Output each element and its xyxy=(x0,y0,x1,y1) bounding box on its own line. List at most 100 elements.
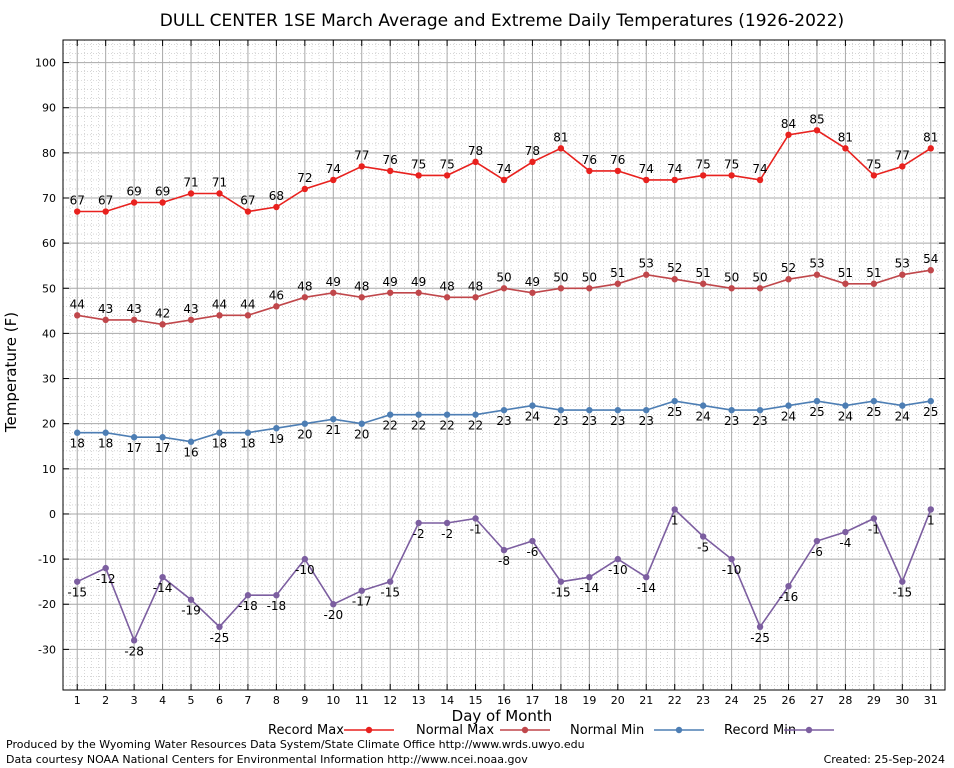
normal-max-point xyxy=(671,276,678,283)
record-max-data-label: 84 xyxy=(781,117,796,131)
record-min-point xyxy=(756,623,764,631)
record-max-point xyxy=(785,131,792,138)
normal-max-point xyxy=(301,294,309,301)
legend-label-normal-min: Normal Min xyxy=(570,723,644,738)
normal-min-data-label: 22 xyxy=(468,419,483,433)
x-tick-label: 23 xyxy=(696,694,710,707)
record-min-point xyxy=(529,537,536,545)
normal-min-data-label: 24 xyxy=(696,410,711,424)
normal-max-point xyxy=(358,294,365,301)
normal-min-point xyxy=(102,429,109,436)
record-max-point xyxy=(130,199,138,206)
normal-max-point xyxy=(216,312,223,319)
normal-min-data-label: 17 xyxy=(126,441,141,455)
record-max-data-label: 75 xyxy=(696,157,711,171)
normal-min-point xyxy=(244,429,252,436)
record-min-data-label: -17 xyxy=(352,595,372,609)
normal-min-point xyxy=(870,397,878,405)
record-min-data-label: 1 xyxy=(927,513,935,527)
grid-lines xyxy=(63,40,945,690)
data-labels: 67 67 69 69 71 71 67 68 72 74 77 76 75 75 78 74 78 81 76 76… xyxy=(67,112,938,658)
record-min-point xyxy=(301,555,309,563)
record-min-data-label: 1 xyxy=(671,513,679,527)
record-max-point xyxy=(386,167,394,175)
record-max-point xyxy=(74,208,81,215)
x-tick-label: 15 xyxy=(469,694,483,707)
normal-max-data-label: 48 xyxy=(468,279,483,293)
normal-min-data-label: 18 xyxy=(240,437,255,451)
record-max-data-label: 85 xyxy=(809,112,824,126)
record-max-data-label: 74 xyxy=(639,162,654,176)
normal-min-data-label: 24 xyxy=(781,410,796,424)
record-max-point xyxy=(813,127,821,134)
normal-max-data-label: 43 xyxy=(98,302,113,316)
x-tick-label: 10 xyxy=(326,694,340,707)
record-min-data-label: -8 xyxy=(498,554,510,568)
record-max-data-label: 67 xyxy=(70,194,85,208)
y-tick-label: 50 xyxy=(42,282,56,295)
record-min-data-label: -14 xyxy=(580,581,600,595)
normal-min-point xyxy=(614,406,622,414)
normal-max-point xyxy=(244,312,252,319)
normal-max-point xyxy=(273,303,280,310)
record-max-point xyxy=(671,176,678,184)
x-tick-label: 3 xyxy=(131,694,138,707)
y-tick-label: 80 xyxy=(42,147,56,160)
record-min-data-label: -5 xyxy=(697,541,709,555)
record-max-data-label: 75 xyxy=(866,157,881,171)
record-max-data-label: 74 xyxy=(496,162,511,176)
normal-max-data-label: 53 xyxy=(639,257,654,271)
x-tick-label: 11 xyxy=(355,694,369,707)
record-min-data-label: -1 xyxy=(470,522,482,536)
x-tick-label: 31 xyxy=(924,694,938,707)
record-min-data-label: -18 xyxy=(267,599,287,613)
y-axis-label: Temperature (F) xyxy=(2,312,20,433)
legend-marker-normal-min xyxy=(675,726,683,734)
record-min-point xyxy=(586,573,593,581)
record-min-point xyxy=(557,578,565,585)
record-max-point xyxy=(216,190,223,197)
normal-min-point xyxy=(415,411,422,418)
record-max-data-label: 76 xyxy=(582,153,597,167)
record-max-point xyxy=(330,176,337,184)
normal-max-data-label: 49 xyxy=(326,275,341,289)
record-min-data-label: -25 xyxy=(750,631,770,645)
record-min-point xyxy=(643,573,650,581)
normal-min-data-label: 23 xyxy=(639,414,654,428)
normal-max-data-label: 48 xyxy=(297,279,312,293)
record-max-data-label: 74 xyxy=(752,162,767,176)
legend-marker-record-max xyxy=(365,726,373,734)
normal-min-point xyxy=(671,397,678,405)
normal-max-data-label: 49 xyxy=(525,275,540,289)
record-min-data-label: -10 xyxy=(608,563,628,577)
record-max-point xyxy=(614,167,622,175)
normal-min-data-label: 23 xyxy=(724,414,739,428)
normal-max-data-label: 42 xyxy=(155,306,170,320)
normal-max-point xyxy=(728,285,735,292)
normal-min-data-label: 23 xyxy=(496,414,511,428)
record-max-data-label: 81 xyxy=(553,130,568,144)
y-tick-label: 70 xyxy=(42,192,56,205)
normal-max-point xyxy=(699,280,707,287)
record-max-data-label: 69 xyxy=(126,185,141,199)
x-tick-label: 29 xyxy=(867,694,881,707)
normal-max-point xyxy=(472,294,479,301)
normal-max-data-label: 48 xyxy=(439,279,454,293)
normal-max-data-label: 48 xyxy=(354,279,369,293)
normal-min-point xyxy=(330,415,337,423)
record-max-point xyxy=(500,176,508,184)
y-tick-label: 100 xyxy=(35,57,56,70)
x-tick-label: 6 xyxy=(216,694,223,707)
normal-max-data-label: 53 xyxy=(895,257,910,271)
normal-max-point xyxy=(614,280,622,287)
legend-marker-normal-max xyxy=(521,726,529,734)
record-min-data-label: -2 xyxy=(441,527,453,541)
record-min-data-label: -19 xyxy=(181,604,201,618)
normal-min-point xyxy=(187,438,195,445)
record-min-data-label: -28 xyxy=(124,644,144,658)
normal-min-point xyxy=(443,411,451,418)
record-min-point xyxy=(358,587,365,594)
normal-min-data-label: 23 xyxy=(582,414,597,428)
normal-max-point xyxy=(415,289,422,296)
record-max-point xyxy=(728,172,735,179)
